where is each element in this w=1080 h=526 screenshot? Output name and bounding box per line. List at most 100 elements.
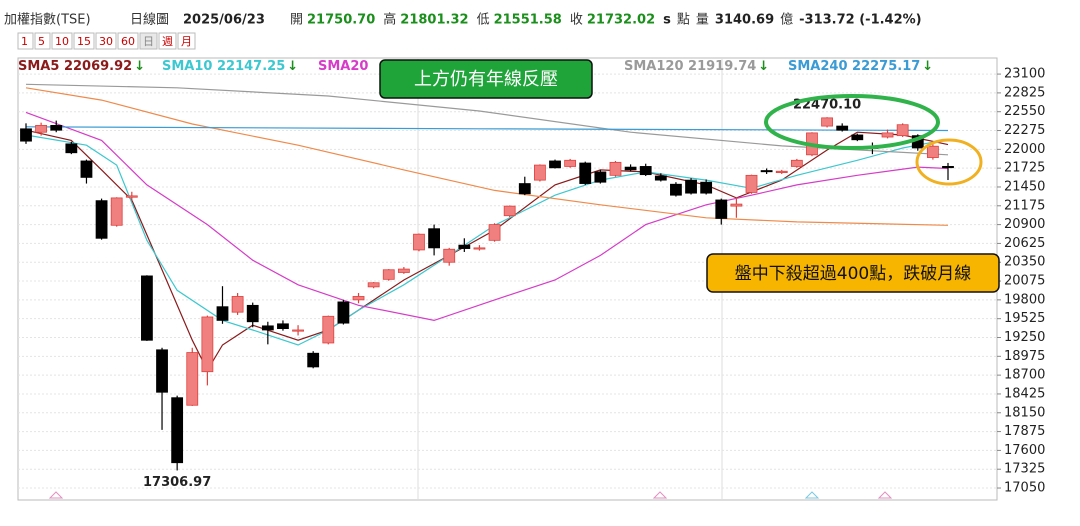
candle-body (277, 323, 289, 330)
period-button[interactable]: 月 (177, 32, 196, 50)
period-button[interactable]: 1 (17, 32, 34, 50)
y-tick-label: 22000 (1004, 142, 1045, 157)
volume: 3140.69 (715, 13, 774, 28)
marker (48, 491, 64, 499)
candle-body (670, 183, 682, 196)
candle-body (458, 244, 471, 249)
candle-body (186, 352, 199, 406)
legend-name: SMA20 (318, 59, 368, 74)
candle-body (624, 166, 637, 171)
period-button[interactable]: 15 (73, 32, 95, 50)
y-tick-label: 22275 (1004, 123, 1045, 138)
highlight-ellipse (915, 138, 983, 186)
y-tick-label: 20625 (1004, 236, 1045, 251)
callout-box (379, 59, 593, 99)
marker (877, 491, 893, 499)
candle-body (549, 160, 561, 169)
marker (804, 491, 820, 499)
legend-entry: SMA10 22147.25 ↓ (162, 59, 298, 74)
button-box (177, 32, 196, 50)
unit: 點 (677, 13, 690, 28)
candle-body (352, 296, 365, 301)
candle-body (367, 282, 380, 288)
candle-body (851, 134, 864, 141)
date: 2025/06/23 (183, 13, 265, 28)
legend-name: SMA120 (624, 59, 684, 74)
period-button[interactable]: 30 (95, 32, 117, 50)
ma-line (25, 87, 949, 226)
candle-body (110, 197, 123, 226)
button-box (95, 32, 117, 50)
candle-body (942, 165, 954, 169)
candle-body (579, 162, 592, 184)
button-box (117, 32, 139, 50)
candle-body (292, 329, 304, 332)
highlight-ellipse (764, 94, 940, 150)
candle-body (231, 296, 244, 313)
candle-body (246, 304, 259, 323)
candle-body (216, 306, 229, 321)
candle-body (322, 315, 335, 344)
candle-body (654, 175, 667, 181)
candle-body (80, 160, 93, 178)
candle-body (20, 128, 32, 142)
candle-body (413, 233, 425, 251)
legend-name: SMA10 (162, 59, 212, 74)
candle-body (564, 159, 577, 167)
callout-box (706, 253, 1000, 293)
change: -313.72 (-1.42%) (799, 13, 921, 28)
legend-entry: SMA20 (318, 59, 368, 74)
ma-line (25, 111, 949, 322)
y-tick-label: 19525 (1004, 311, 1045, 326)
candle-body (881, 132, 894, 138)
legend-trend: ↓ (287, 59, 298, 74)
button-label: 30 (99, 35, 113, 48)
header: 加權指數(TSE) 日線圖 2025/06/23 開 21750.70 高 21801… (4, 12, 922, 50)
period-button[interactable]: 10 (51, 32, 73, 50)
button-box (139, 32, 158, 50)
peak-label: 22470.10 (793, 98, 861, 113)
candle-body (790, 159, 803, 167)
y-tick-label: 17600 (1004, 443, 1045, 458)
y-tick-label: 19800 (1004, 292, 1045, 307)
button-label: 週 (162, 35, 173, 48)
y-tick-label: 18700 (1004, 368, 1045, 383)
period-button[interactable]: 日 (139, 32, 158, 50)
legend-entry: SMA240 22275.17 ↓ (788, 59, 933, 74)
candle-body (125, 195, 138, 198)
candle-body (50, 124, 63, 131)
y-tick-label: 20350 (1004, 255, 1045, 270)
period: 日線圖 (130, 12, 169, 28)
legend-entry: SMA5 22069.92 ↓ (18, 59, 145, 74)
ma-line (25, 126, 949, 132)
legend-name: SMA240 (788, 59, 848, 74)
button-label: 1 (21, 35, 28, 48)
candle-body (171, 397, 184, 464)
button-label: 5 (38, 35, 45, 48)
button-box (51, 32, 73, 50)
candle-body (337, 301, 350, 324)
candle-body (428, 228, 440, 249)
button-label: 15 (77, 35, 91, 48)
y-tick-label: 18975 (1004, 349, 1045, 364)
button-label: 60 (121, 35, 135, 48)
candle-body (307, 352, 320, 368)
candle-body (156, 349, 168, 393)
candle-body (397, 268, 410, 273)
y-tick-label: 21175 (1004, 198, 1045, 213)
period-button[interactable]: 5 (34, 32, 51, 50)
button-box (73, 32, 95, 50)
field-label: 高 (383, 12, 396, 28)
button-label: 日 (143, 35, 154, 48)
period-button[interactable]: 週 (158, 32, 177, 50)
y-tick-label: 21725 (1004, 161, 1045, 176)
field-value: 21801.32 (400, 13, 468, 28)
flag: s (663, 13, 671, 28)
period-button[interactable]: 60 (117, 32, 139, 50)
candle-body (95, 200, 108, 239)
y-tick-label: 21450 (1004, 179, 1045, 194)
candle-body (261, 325, 274, 331)
